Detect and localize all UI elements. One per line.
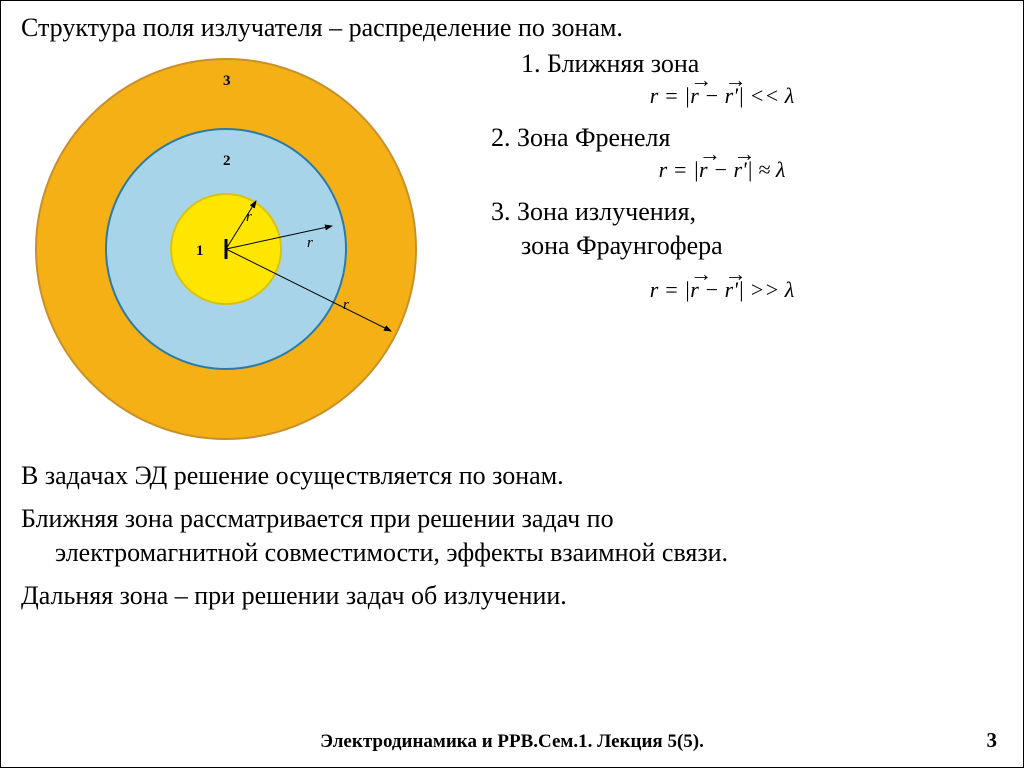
paragraph-2b: электромагнитной совместимости, эффекты … [21, 536, 1003, 569]
zone-svg: 1 2 3 r r r [21, 49, 431, 449]
paragraph-2a: Ближняя зона рассматривается при решении… [21, 502, 1003, 535]
svg-text:1: 1 [196, 243, 204, 259]
zone-list: 1. Ближняя зона r = |r→ − r'→| << λ 2. З… [431, 49, 1003, 449]
zone3-head2: зона Фраунгофера [441, 231, 1003, 261]
main-row: 1 2 3 r r r 1. Ближняя зона r = |r→ − r'→| <<… [21, 49, 1003, 449]
svg-text:r: r [307, 235, 313, 251]
footer-text: Электродинамика и РРВ.Сем.1. Лекция 5(5)… [1, 731, 1023, 753]
svg-text:r: r [246, 209, 252, 225]
zone2-head: 2. Зона Френеля [441, 123, 1003, 153]
page-number: 3 [987, 728, 998, 753]
svg-text:2: 2 [223, 153, 231, 169]
svg-text:3: 3 [223, 73, 231, 89]
zone3-head1: 3. Зона излучения, [441, 197, 1003, 227]
svg-text:r: r [343, 297, 349, 313]
paragraph-1: В задачах ЭД решение осуществляется по з… [21, 459, 1003, 492]
zone3-formula: r = |r→ − r'→| >> λ [441, 277, 1003, 303]
paragraph-3: Дальняя зона – при решении задач об излу… [21, 579, 1003, 612]
page-title: Структура поля излучателя – распределени… [21, 13, 1003, 43]
zone2-formula: r = |r→ − r'→| ≈ λ [441, 157, 1003, 183]
zone1-formula: r = |r→ − r'→| << λ [441, 83, 1003, 109]
zone-diagram: 1 2 3 r r r [21, 49, 431, 449]
zone1-head: 1. Ближняя зона [441, 49, 1003, 79]
